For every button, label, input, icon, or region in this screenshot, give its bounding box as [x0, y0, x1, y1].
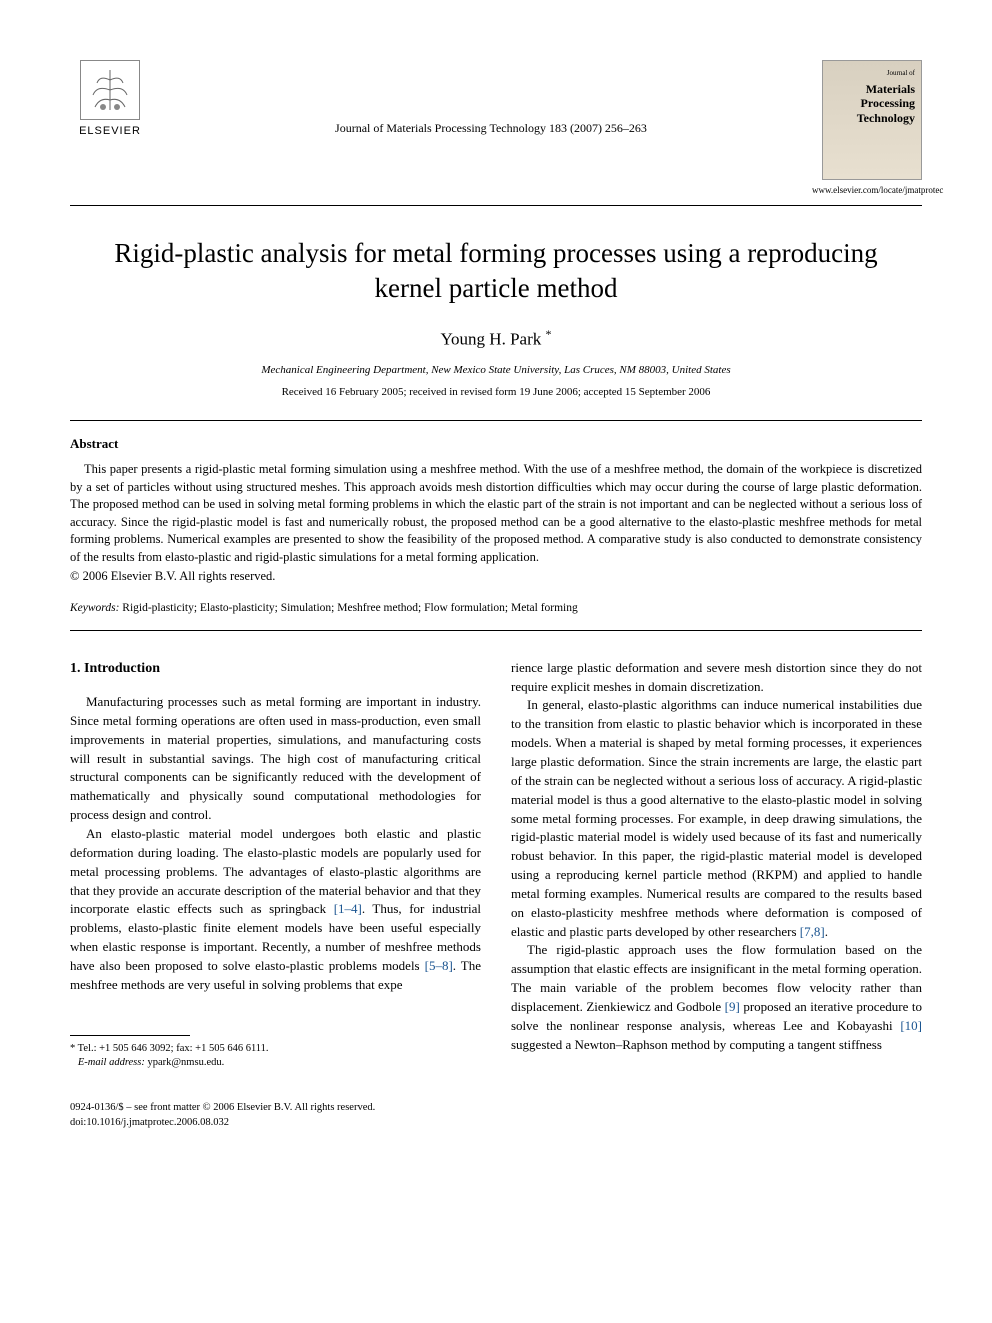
elsevier-tree-icon [80, 60, 140, 120]
journal-cover: Journal of Materials Processing Technolo… [822, 60, 922, 180]
p3-text-b: . [825, 924, 828, 939]
ref-link-9[interactable]: [9] [725, 999, 740, 1014]
email-label: E-mail address: [78, 1057, 145, 1068]
intro-para-2: An elasto-plastic material model undergo… [70, 825, 481, 995]
ref-link-5-8[interactable]: [5–8] [425, 958, 453, 973]
publisher-logo-block: ELSEVIER [70, 60, 170, 150]
abstract-top-rule [70, 420, 922, 421]
abstract-copyright: © 2006 Elsevier B.V. All rights reserved… [70, 568, 922, 586]
journal-reference: Journal of Materials Processing Technolo… [170, 60, 812, 137]
page-footer: 0924-0136/$ – see front matter © 2006 El… [70, 1101, 922, 1130]
journal-cover-block: Journal of Materials Processing Technolo… [812, 60, 922, 197]
left-column: 1. Introduction Manufacturing processes … [70, 659, 481, 1071]
footnote-rule [70, 1035, 190, 1036]
header-rule [70, 205, 922, 206]
ref-link-7-8[interactable]: [7,8] [800, 924, 825, 939]
ref-link-10[interactable]: [10] [900, 1018, 922, 1033]
right-column: rience large plastic deformation and sev… [511, 659, 922, 1071]
p4-text-c: suggested a Newton–Raphson method by com… [511, 1037, 882, 1052]
author-marker[interactable]: * [546, 327, 552, 341]
header-row: ELSEVIER Journal of Materials Processing… [70, 60, 922, 197]
abstract-heading: Abstract [70, 435, 922, 453]
intro-para-3: In general, elasto-plastic algorithms ca… [511, 696, 922, 941]
keywords-line: Keywords: Rigid-plasticity; Elasto-plast… [70, 600, 922, 616]
cover-title: Materials Processing Technology [829, 82, 915, 125]
abstract-text: This paper presents a rigid-plastic meta… [70, 461, 922, 566]
p3-text-a: In general, elasto-plastic algorithms ca… [511, 697, 922, 938]
paper-title: Rigid-plastic analysis for metal forming… [110, 236, 882, 306]
footnote-tel: * Tel.: +1 505 646 3092; fax: +1 505 646… [70, 1042, 481, 1057]
body-columns: 1. Introduction Manufacturing processes … [70, 659, 922, 1071]
footer-doi[interactable]: doi:10.1016/j.jmatprotec.2006.08.032 [70, 1116, 922, 1131]
journal-url[interactable]: www.elsevier.com/locate/jmatprotec [812, 184, 922, 197]
keywords-label: Keywords: [70, 602, 119, 614]
intro-para-4: The rigid-plastic approach uses the flow… [511, 941, 922, 1054]
affiliation: Mechanical Engineering Department, New M… [70, 363, 922, 378]
footer-front-matter: 0924-0136/$ – see front matter © 2006 El… [70, 1101, 922, 1116]
author-line: Young H. Park * [70, 326, 922, 351]
intro-para-1: Manufacturing processes such as metal fo… [70, 693, 481, 825]
email-address[interactable]: ypark@nmsu.edu. [145, 1057, 224, 1068]
ref-link-1-4[interactable]: [1–4] [334, 901, 362, 916]
footnote-email-line: E-mail address: ypark@nmsu.edu. [70, 1056, 481, 1071]
intro-heading: 1. Introduction [70, 659, 481, 679]
abstract-bottom-rule [70, 630, 922, 631]
corresponding-footnote: * Tel.: +1 505 646 3092; fax: +1 505 646… [70, 1042, 481, 1071]
p2-cont: rience large plastic deformation and sev… [511, 659, 922, 697]
keywords-text: Rigid-plasticity; Elasto-plasticity; Sim… [119, 602, 577, 614]
paper-dates: Received 16 February 2005; received in r… [70, 385, 922, 400]
author-name: Young H. Park [440, 329, 541, 348]
cover-small-text: Journal of [829, 69, 915, 79]
elsevier-logo: ELSEVIER [70, 60, 150, 150]
publisher-name: ELSEVIER [79, 124, 141, 139]
